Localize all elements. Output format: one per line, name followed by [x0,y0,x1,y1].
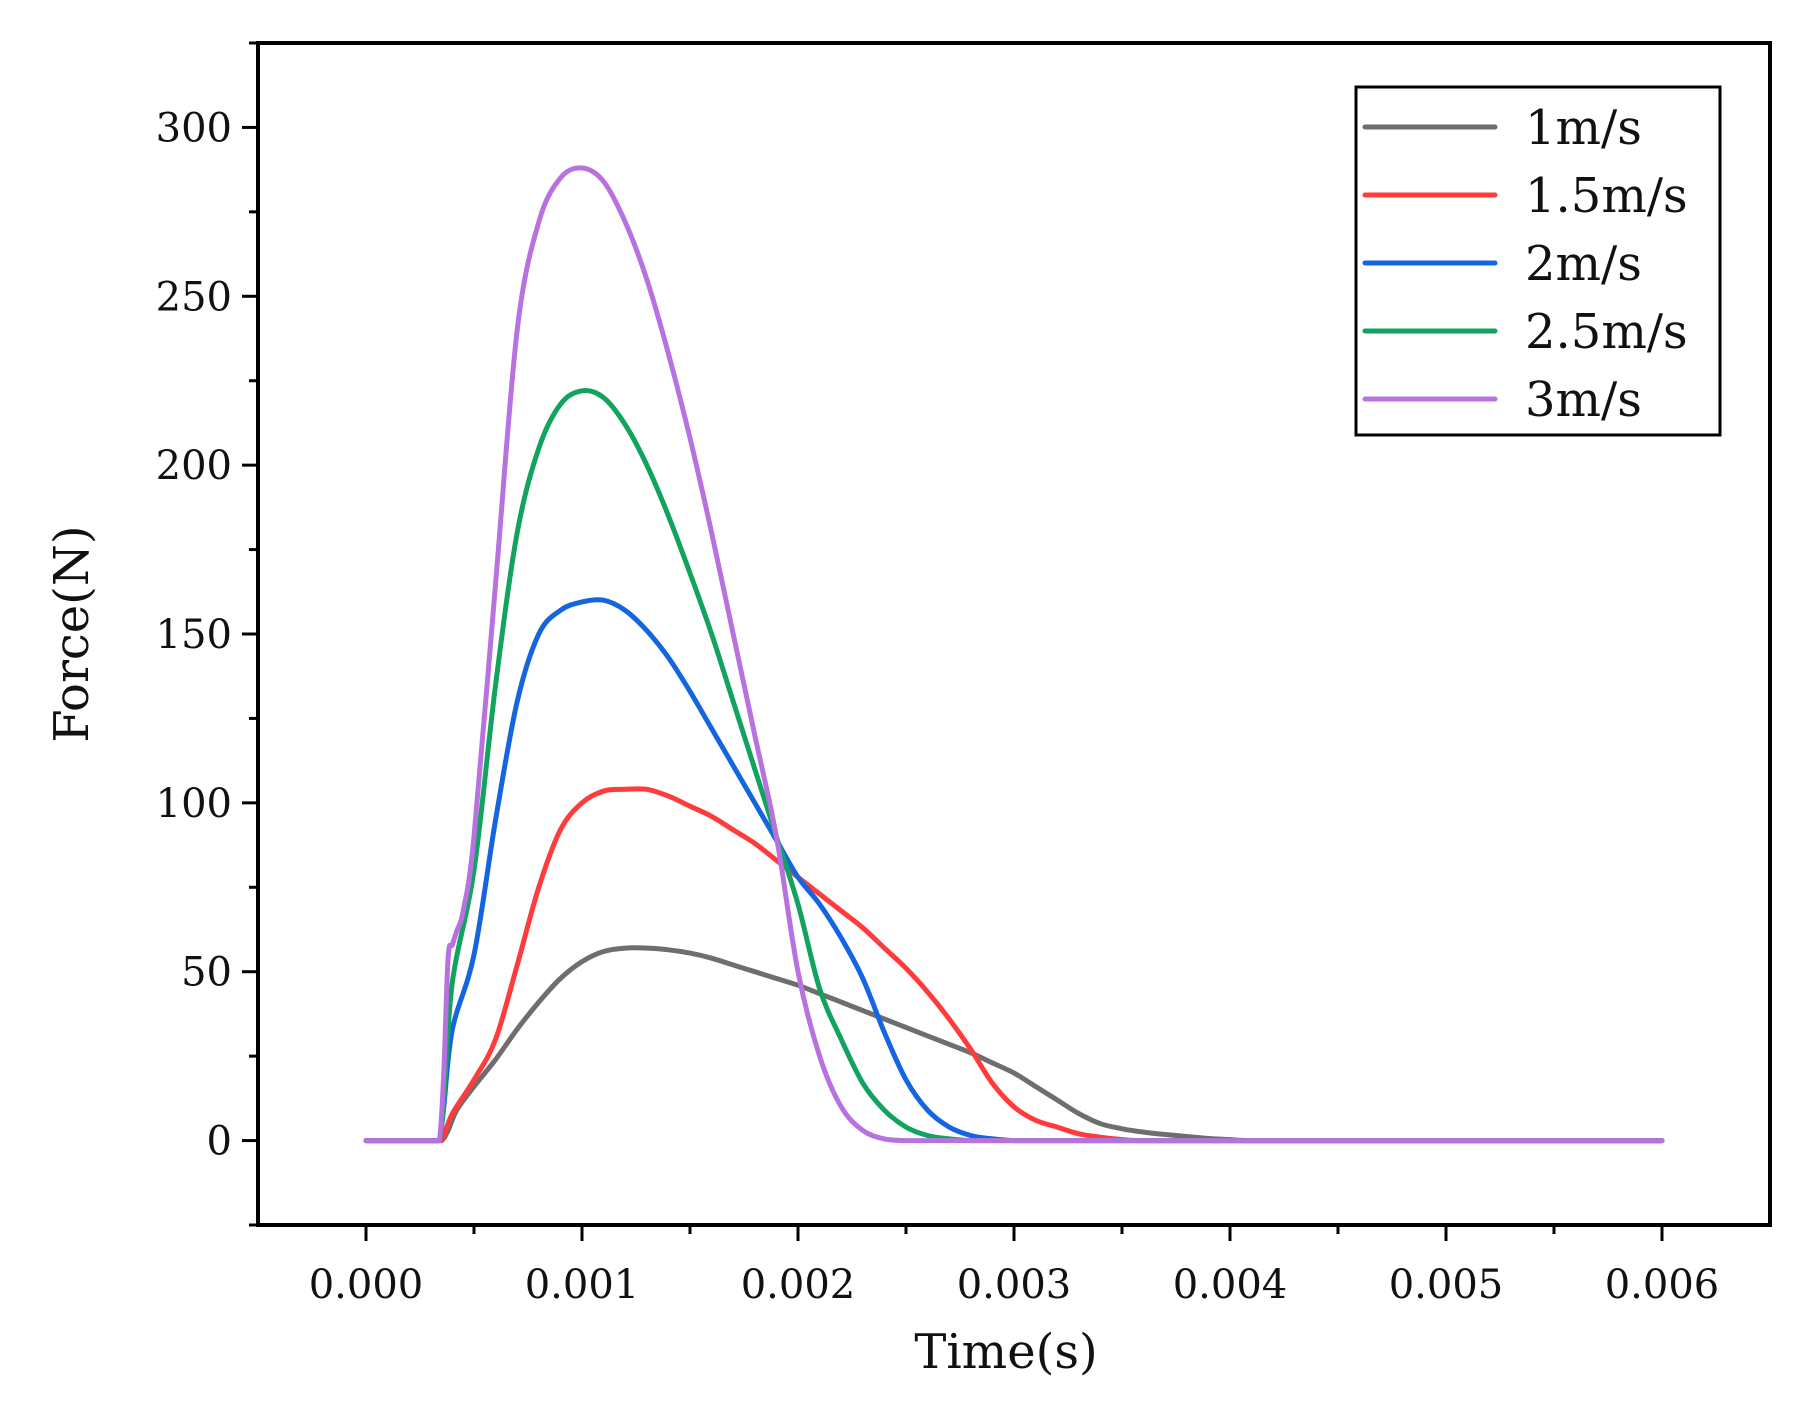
y-tick-label: 300 [156,105,232,151]
x-tick-label: 0.002 [741,1262,856,1308]
y-tick-label: 200 [156,443,232,489]
y-tick-label: 0 [207,1119,232,1165]
x-tick-label: 0.006 [1605,1262,1720,1308]
y-axis: 0 50 100 150 200 250 300 [156,41,258,1227]
series-line-2 [363,786,1665,1144]
legend-label-3: 2m/s [1525,236,1642,292]
x-tick-label: 0.001 [525,1262,640,1308]
x-tick-label: 0.004 [1173,1262,1288,1308]
y-tick-label: 50 [181,950,232,996]
x-axis: 0.000 0.001 0.002 0.003 0.004 0.005 0.006 [309,1225,1720,1308]
y-tick-label: 250 [156,274,232,320]
series-layer [363,165,1665,1144]
legend: 1m/s 1.5m/s 2m/s 2.5m/s 3m/s [1354,85,1722,437]
legend-label-2: 1.5m/s [1525,168,1688,224]
y-axis-title: Force(N) [44,525,100,742]
x-tick-label: 0.003 [957,1262,1072,1308]
series-line-5 [363,165,1665,1144]
legend-label-5: 3m/s [1525,372,1642,428]
y-tick-label: 150 [156,612,232,658]
y-tick-label: 100 [156,781,232,827]
legend-label-1: 1m/s [1525,100,1642,156]
legend-label-4: 2.5m/s [1525,304,1688,360]
x-tick-label: 0.005 [1389,1262,1504,1308]
series-line-1 [363,945,1665,1144]
x-axis-title: Time(s) [914,1324,1097,1380]
x-tick-label: 0.000 [309,1262,424,1308]
